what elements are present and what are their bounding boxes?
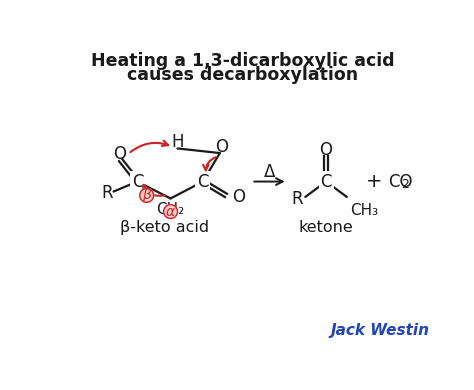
Text: R: R <box>292 190 303 208</box>
Text: O: O <box>319 141 333 159</box>
Text: C: C <box>197 172 209 191</box>
Text: causes decarboxylation: causes decarboxylation <box>128 66 358 83</box>
Circle shape <box>140 188 154 202</box>
Text: Δ: Δ <box>264 163 275 181</box>
Text: CH₃: CH₃ <box>350 203 378 218</box>
Text: H: H <box>171 133 184 151</box>
Text: β: β <box>142 188 151 202</box>
Circle shape <box>164 205 177 218</box>
Text: ketone: ketone <box>299 220 354 235</box>
Text: O: O <box>113 145 126 163</box>
Text: O: O <box>232 188 245 206</box>
Text: R: R <box>101 184 113 202</box>
Text: C: C <box>320 172 332 191</box>
Text: C: C <box>132 172 143 191</box>
Text: β-keto acid: β-keto acid <box>120 220 209 235</box>
Text: CH₂: CH₂ <box>156 202 185 217</box>
Text: CO: CO <box>388 172 412 191</box>
Text: Heating a 1,3-dicarboxylic acid: Heating a 1,3-dicarboxylic acid <box>91 51 395 70</box>
Text: 2: 2 <box>401 178 410 191</box>
Text: Jack Westin: Jack Westin <box>330 323 429 338</box>
Text: O: O <box>215 138 228 156</box>
Text: α: α <box>166 205 175 218</box>
Text: +: + <box>366 172 383 191</box>
